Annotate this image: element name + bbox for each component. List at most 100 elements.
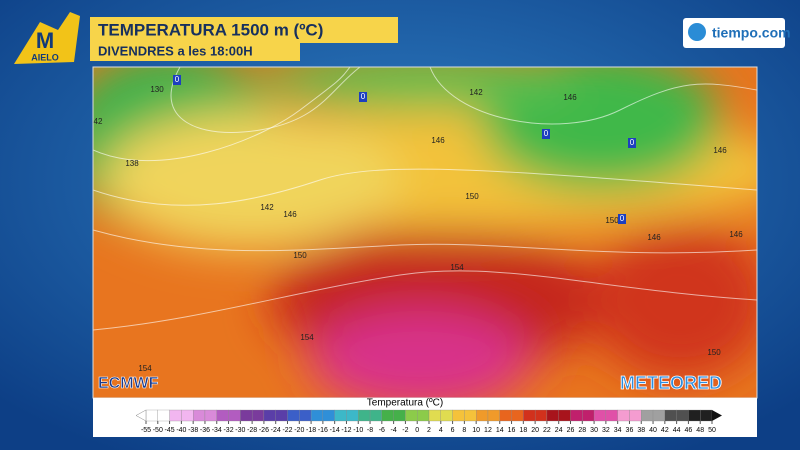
legend-tick-label: 50	[708, 427, 716, 434]
legend-swatch	[641, 409, 654, 422]
legend-tick-label: 42	[661, 427, 669, 434]
legend-swatch	[287, 409, 300, 422]
legend-tick-label: 6	[451, 427, 455, 434]
contour-label: 146	[647, 233, 661, 242]
legend-tick-label: 22	[543, 427, 551, 434]
contour-label: 150	[605, 216, 619, 225]
legend-arrow-right	[712, 410, 722, 421]
legend-tick-label: -18	[306, 427, 316, 434]
legend-tick-label: -24	[271, 427, 281, 434]
legend-tick-label: 16	[508, 427, 516, 434]
legend-swatch	[546, 409, 559, 422]
legend-tick-label: -20	[294, 427, 304, 434]
legend-swatch	[181, 409, 194, 422]
legend-tick-label: -16	[318, 427, 328, 434]
title-box	[90, 17, 398, 43]
legend-tick-label: 18	[519, 427, 527, 434]
legend-tick-label: 46	[685, 427, 693, 434]
low-marker-box	[628, 138, 636, 148]
brand: tiempo.com	[712, 25, 791, 41]
legend-swatch	[605, 409, 618, 422]
legend-swatch	[440, 409, 453, 422]
source-meteored: METEORED	[620, 373, 722, 393]
aielo-logo: M AIELO	[14, 12, 80, 64]
legend-tick-label: 32	[602, 427, 610, 434]
legend-tick-label: 4	[439, 427, 443, 434]
contour-label: 150	[707, 348, 721, 357]
legend-tick-label: 28	[578, 427, 586, 434]
low-marker-box	[542, 129, 550, 139]
contour-label: 130	[150, 85, 164, 94]
legend-swatch	[617, 409, 630, 422]
legend-swatch	[251, 409, 265, 422]
logo-text: AIELO	[31, 52, 59, 62]
legend-swatch	[664, 409, 677, 422]
low-marker: 0	[630, 138, 635, 147]
legend-tick-label: 20	[531, 427, 539, 434]
legend-swatch	[381, 409, 394, 422]
contour-label: 142	[469, 88, 483, 97]
legend-swatch	[558, 409, 571, 422]
legend-swatch	[582, 409, 595, 422]
legend-swatch	[204, 409, 217, 422]
low-marker-box	[359, 92, 367, 102]
legend-swatch	[476, 409, 489, 422]
legend-tick-label: 40	[649, 427, 657, 434]
legend-swatch	[193, 409, 206, 422]
legend-swatch	[464, 409, 477, 422]
legend-tick-label: -34	[212, 427, 222, 434]
low-marker: 0	[544, 129, 549, 138]
legend-swatch	[334, 409, 347, 422]
legend-tick-label: 12	[484, 427, 492, 434]
low-marker: 0	[175, 75, 180, 84]
low-marker-box	[618, 214, 626, 224]
legend-swatch	[275, 409, 288, 422]
legend-swatch	[523, 409, 536, 422]
contour-lines	[93, 67, 757, 331]
legend-tick-label: -12	[341, 427, 351, 434]
title: TEMPERATURA 1500 m (ºC)	[98, 20, 323, 39]
legend-tick-label: -55	[141, 427, 151, 434]
legend-tick-label: 38	[637, 427, 645, 434]
legend-swatch	[499, 409, 512, 422]
legend-swatch	[700, 409, 713, 422]
legend-swatch	[487, 409, 500, 422]
legend-swatch	[299, 409, 312, 422]
legend-tick-label: 10	[472, 427, 480, 434]
legend-tick-label: 36	[626, 427, 634, 434]
legend-swatch	[145, 409, 158, 422]
contour-label: 142	[260, 203, 274, 212]
subtitle: DIVENDRES a les 18:00H	[98, 43, 253, 58]
legend-swatch	[676, 409, 689, 422]
legend-swatch	[688, 409, 701, 422]
contour-label: 146	[431, 136, 445, 145]
legend-tick-label: -36	[200, 427, 210, 434]
legend-swatch	[629, 409, 642, 422]
legend-swatch	[169, 409, 182, 422]
legend-swatch	[346, 409, 359, 422]
low-marker: 0	[361, 92, 366, 101]
contour-label: 146	[713, 146, 727, 155]
legend-swatch	[652, 409, 665, 422]
source-ecmwf: ECMWF	[98, 375, 159, 392]
contour-label: 154	[450, 263, 464, 272]
legend-swatch	[405, 409, 418, 422]
legend-tick-label: -32	[223, 427, 233, 434]
legend-swatch	[570, 409, 583, 422]
legend-swatch	[263, 409, 276, 422]
legend-swatch	[310, 409, 324, 422]
legend-tick-label: 44	[673, 427, 681, 434]
legend-swatch	[452, 409, 465, 422]
low-marker-box	[173, 75, 181, 85]
contour-label: 146	[283, 210, 297, 219]
legend-swatch	[393, 409, 406, 422]
brand-logo: tiempo.com	[683, 18, 791, 48]
contour-label: 150	[465, 192, 479, 201]
legend-tick-label: 14	[496, 427, 504, 434]
legend-tick-label: 2	[427, 427, 431, 434]
low-marker: 0	[620, 214, 625, 223]
legend-swatch	[322, 409, 335, 422]
legend-swatch	[417, 409, 430, 422]
contour-label: 42	[94, 117, 103, 126]
legend-swatch	[358, 409, 371, 422]
